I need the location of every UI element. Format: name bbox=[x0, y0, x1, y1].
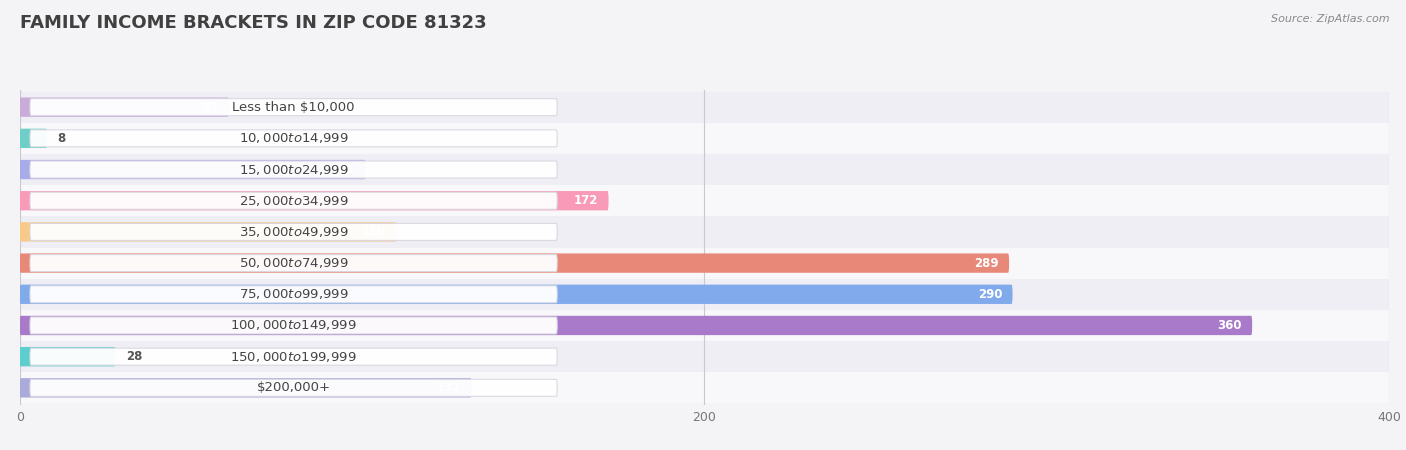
Text: $35,000 to $49,999: $35,000 to $49,999 bbox=[239, 225, 349, 239]
Text: $100,000 to $149,999: $100,000 to $149,999 bbox=[231, 319, 357, 333]
Text: $25,000 to $34,999: $25,000 to $34,999 bbox=[239, 194, 349, 208]
FancyBboxPatch shape bbox=[30, 223, 557, 240]
FancyBboxPatch shape bbox=[30, 255, 557, 272]
FancyBboxPatch shape bbox=[20, 216, 1389, 248]
FancyBboxPatch shape bbox=[30, 192, 557, 209]
FancyBboxPatch shape bbox=[20, 310, 1389, 341]
FancyBboxPatch shape bbox=[30, 379, 557, 396]
FancyBboxPatch shape bbox=[20, 160, 366, 179]
Text: Source: ZipAtlas.com: Source: ZipAtlas.com bbox=[1271, 14, 1389, 23]
Text: Less than $10,000: Less than $10,000 bbox=[232, 101, 354, 114]
Text: 132: 132 bbox=[437, 381, 461, 394]
Text: 110: 110 bbox=[361, 225, 387, 238]
FancyBboxPatch shape bbox=[20, 98, 229, 117]
Text: $75,000 to $99,999: $75,000 to $99,999 bbox=[239, 287, 349, 302]
FancyBboxPatch shape bbox=[20, 316, 1253, 335]
FancyBboxPatch shape bbox=[20, 253, 1010, 273]
FancyBboxPatch shape bbox=[30, 317, 557, 334]
FancyBboxPatch shape bbox=[20, 341, 1389, 372]
Text: 101: 101 bbox=[330, 163, 356, 176]
FancyBboxPatch shape bbox=[20, 284, 1012, 304]
Text: 360: 360 bbox=[1218, 319, 1241, 332]
FancyBboxPatch shape bbox=[20, 378, 471, 397]
Text: 290: 290 bbox=[977, 288, 1002, 301]
FancyBboxPatch shape bbox=[30, 99, 557, 116]
FancyBboxPatch shape bbox=[20, 248, 1389, 279]
Text: 289: 289 bbox=[974, 256, 998, 270]
FancyBboxPatch shape bbox=[30, 161, 557, 178]
Text: 172: 172 bbox=[574, 194, 599, 207]
FancyBboxPatch shape bbox=[20, 191, 609, 211]
Text: FAMILY INCOME BRACKETS IN ZIP CODE 81323: FAMILY INCOME BRACKETS IN ZIP CODE 81323 bbox=[20, 14, 486, 32]
Text: 61: 61 bbox=[202, 101, 218, 114]
FancyBboxPatch shape bbox=[20, 185, 1389, 216]
FancyBboxPatch shape bbox=[20, 129, 46, 148]
Text: $200,000+: $200,000+ bbox=[256, 381, 330, 394]
Text: $150,000 to $199,999: $150,000 to $199,999 bbox=[231, 350, 357, 364]
FancyBboxPatch shape bbox=[20, 347, 115, 366]
FancyBboxPatch shape bbox=[30, 348, 557, 365]
Text: $15,000 to $24,999: $15,000 to $24,999 bbox=[239, 162, 349, 176]
FancyBboxPatch shape bbox=[20, 372, 1389, 404]
FancyBboxPatch shape bbox=[20, 91, 1389, 123]
Text: $50,000 to $74,999: $50,000 to $74,999 bbox=[239, 256, 349, 270]
FancyBboxPatch shape bbox=[20, 154, 1389, 185]
FancyBboxPatch shape bbox=[20, 222, 396, 242]
Text: $10,000 to $14,999: $10,000 to $14,999 bbox=[239, 131, 349, 145]
Text: 8: 8 bbox=[58, 132, 66, 145]
Text: 28: 28 bbox=[125, 350, 142, 363]
FancyBboxPatch shape bbox=[30, 130, 557, 147]
FancyBboxPatch shape bbox=[20, 279, 1389, 310]
FancyBboxPatch shape bbox=[20, 123, 1389, 154]
FancyBboxPatch shape bbox=[30, 286, 557, 303]
